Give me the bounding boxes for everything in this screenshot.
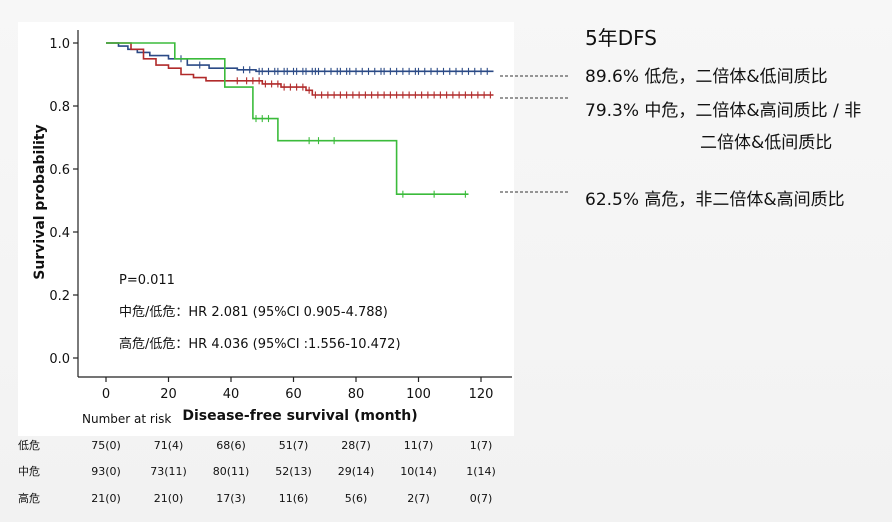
risk-cell: 28(7) — [341, 439, 371, 452]
x-tick-label: 100 — [406, 387, 431, 402]
y-tick-label: 0.0 — [49, 352, 70, 367]
p-value-annotation: P=0.011 — [119, 273, 175, 288]
risk-row-label: 高危 — [18, 491, 40, 505]
y-tick-label: 0.2 — [49, 289, 70, 304]
risk-cell: 52(13) — [275, 465, 312, 478]
risk-cell: 1(7) — [470, 439, 493, 452]
x-axis-label: Disease-free survival (month) — [182, 408, 417, 424]
km-line-2 — [106, 42, 469, 195]
risk-cell: 80(11) — [213, 465, 250, 478]
risk-cell: 71(4) — [154, 439, 184, 452]
risk-cell: 10(14) — [400, 465, 437, 478]
legend-entry-low: 89.6% 低危，二倍体&低间质比 — [585, 67, 828, 87]
y-tick-label: 1.0 — [49, 37, 70, 52]
x-tick-label: 60 — [285, 387, 302, 402]
x-tick-label: 80 — [348, 387, 365, 402]
risk-table-header: Number at risk — [82, 412, 171, 426]
risk-cell: 93(0) — [91, 465, 121, 478]
risk-cell: 21(0) — [154, 492, 184, 505]
risk-cell: 51(7) — [279, 439, 309, 452]
risk-cell: 75(0) — [91, 439, 121, 452]
risk-cell: 68(6) — [216, 439, 246, 452]
x-tick-label: 20 — [160, 387, 177, 402]
x-tick-label: 120 — [469, 387, 494, 402]
risk-cell: 0(7) — [470, 492, 493, 505]
x-tick-label: 40 — [223, 387, 240, 402]
legend-entry-high: 62.5% 高危，非二倍体&高间质比 — [585, 190, 845, 210]
y-tick-label: 0.6 — [49, 163, 70, 178]
risk-row-label: 中危 — [18, 465, 40, 478]
risk-row-label: 低危 — [18, 439, 40, 452]
y-axis-label: Survival probability — [32, 124, 48, 279]
risk-cell: 11(7) — [404, 439, 434, 452]
legend-entry-mid: 79.3% 中危，二倍体&高间质比 / 非 — [585, 101, 862, 121]
risk-cell: 1(14) — [466, 465, 496, 478]
risk-cell: 21(0) — [91, 492, 121, 505]
y-tick-label: 0.4 — [49, 226, 70, 241]
risk-cell: 73(11) — [150, 465, 187, 478]
risk-cell: 17(3) — [216, 492, 246, 505]
hr-mid-annotation: 中危/低危：HR 2.081 (95%CI 0.905-4.788) — [119, 305, 388, 320]
km-line-1 — [106, 42, 494, 96]
y-tick-label: 0.8 — [49, 100, 70, 115]
risk-cell: 5(6) — [345, 492, 368, 505]
legend-title: 5年DFS — [585, 26, 657, 50]
risk-cell: 11(6) — [279, 492, 309, 505]
x-tick-label: 0 — [102, 387, 110, 402]
hr-high-annotation: 高危/低危：HR 4.036 (95%CI :1.556-10.472) — [119, 336, 401, 352]
plot-panel — [18, 22, 514, 436]
risk-cell: 2(7) — [407, 492, 430, 505]
legend-entry-mid-cont: 二倍体&低间质比 — [700, 133, 833, 153]
km-line-0 — [106, 42, 494, 73]
risk-cell: 29(14) — [338, 465, 375, 478]
